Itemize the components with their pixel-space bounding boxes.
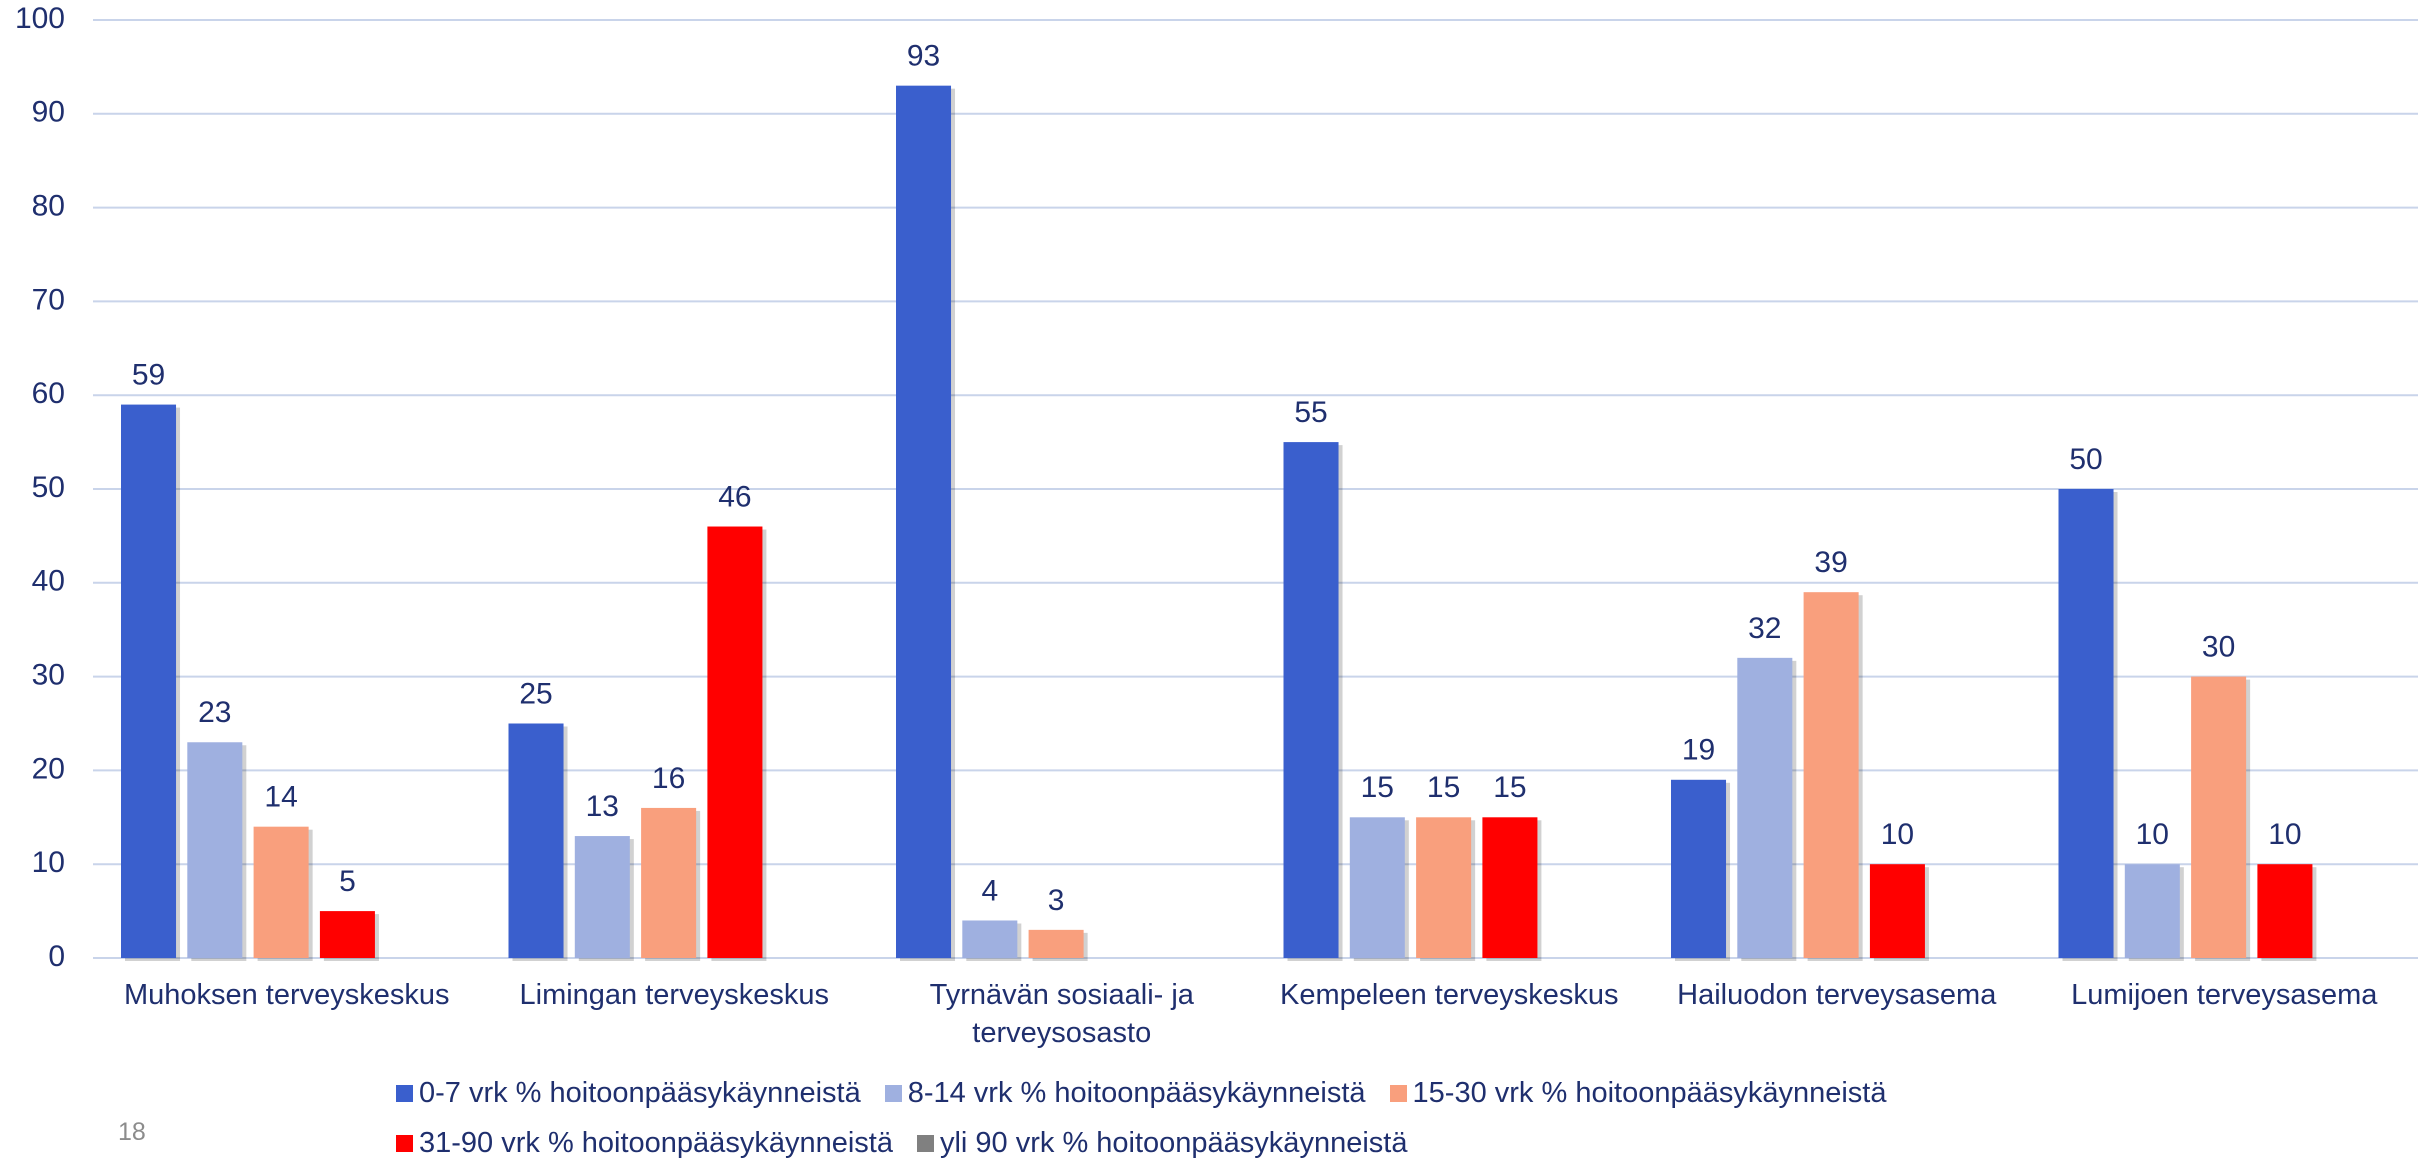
bar xyxy=(1283,442,1339,959)
bar xyxy=(1482,817,1538,958)
data-label: 59 xyxy=(132,359,165,392)
data-label: 10 xyxy=(2136,818,2169,851)
data-label: 55 xyxy=(1294,396,1327,429)
bar xyxy=(707,526,763,958)
legend-item: 31-90 vrk % hoitoonpääsykäynneistä xyxy=(396,1124,893,1162)
y-tick-label: 70 xyxy=(32,283,65,316)
bar xyxy=(121,404,177,959)
data-label: 50 xyxy=(2069,443,2102,476)
data-label: 15 xyxy=(1427,771,1460,804)
bar xyxy=(319,911,375,958)
y-tick-label: 40 xyxy=(32,565,65,598)
bar xyxy=(1803,592,1859,958)
bar xyxy=(1416,817,1472,958)
bar xyxy=(1737,657,1793,958)
x-tick-label: Muhoksen terveyskeskus xyxy=(123,979,450,1011)
legend-swatch xyxy=(916,1134,934,1152)
data-label: 30 xyxy=(2202,631,2235,664)
data-label: 46 xyxy=(718,480,751,513)
legend-swatch xyxy=(884,1084,902,1102)
y-tick-label: 100 xyxy=(15,2,65,35)
bar xyxy=(2257,864,2313,958)
data-label: 13 xyxy=(586,790,619,823)
legend-item: 8-14 vrk % hoitoonpääsykäynneistä xyxy=(884,1074,1366,1112)
bar xyxy=(962,920,1018,958)
data-label: 32 xyxy=(1748,612,1781,645)
legend-swatch xyxy=(1389,1084,1407,1102)
data-label: 5 xyxy=(339,865,356,898)
data-label: 15 xyxy=(1493,771,1526,804)
bar xyxy=(508,723,564,958)
data-label: 16 xyxy=(652,762,685,795)
data-label: 93 xyxy=(907,40,940,73)
data-label: 25 xyxy=(519,677,552,710)
legend-item: 0-7 vrk % hoitoonpääsykäynneistä xyxy=(396,1074,861,1112)
y-tick-label: 80 xyxy=(32,190,65,223)
data-label: 14 xyxy=(264,781,297,814)
data-label: 39 xyxy=(1814,546,1847,579)
y-tick-label: 90 xyxy=(32,96,65,129)
bar xyxy=(1349,817,1405,958)
data-label: 10 xyxy=(1881,818,1914,851)
legend: 0-7 vrk % hoitoonpääsykäynneistä 8-14 vrk… xyxy=(396,1074,2116,1162)
legend-label: yli 90 vrk % hoitoonpääsykäynneistä xyxy=(939,1127,1408,1159)
data-label: 15 xyxy=(1361,771,1394,804)
bar xyxy=(641,807,697,958)
page-number: 18 xyxy=(118,1118,146,1146)
legend-label: 15-30 vrk % hoitoonpääsykäynneistä xyxy=(1412,1077,1887,1109)
bar xyxy=(2124,864,2180,958)
data-label: 4 xyxy=(981,874,998,907)
x-tick-label: Limingan terveyskeskus xyxy=(519,979,829,1011)
legend-label: 0-7 vrk % hoitoonpääsykäynneistä xyxy=(419,1077,861,1109)
bar xyxy=(574,836,630,958)
y-tick-label: 20 xyxy=(32,752,65,785)
legend-label: 8-14 vrk % hoitoonpääsykäynneistä xyxy=(907,1077,1366,1109)
bar xyxy=(1869,864,1925,958)
bar xyxy=(1671,779,1727,958)
x-tick-label: Kempeleen terveyskeskus xyxy=(1280,979,1619,1011)
x-tick-label: Hailuodon terveysasema xyxy=(1677,979,1997,1011)
legend-swatch xyxy=(396,1134,413,1152)
data-label: 23 xyxy=(198,696,231,729)
y-tick-label: 0 xyxy=(48,940,65,973)
data-label: 10 xyxy=(2268,818,2301,851)
legend-item: yli 90 vrk % hoitoonpääsykäynneistä xyxy=(916,1124,1408,1162)
legend-label: 31-90 vrk % hoitoonpääsykäynneistä xyxy=(419,1127,893,1159)
bar xyxy=(253,826,309,958)
y-tick-label: 60 xyxy=(32,377,65,410)
bar xyxy=(2058,489,2114,958)
y-tick-label: 50 xyxy=(32,471,65,504)
y-tick-label: 10 xyxy=(32,846,65,879)
legend-item: 15-30 vrk % hoitoonpääsykäynneistä xyxy=(1389,1074,1887,1112)
data-label: 19 xyxy=(1682,734,1715,767)
x-tick-label: Lumijoen terveysasema xyxy=(2071,979,2378,1011)
bar xyxy=(187,742,243,958)
x-tick-label: Tyrnävän sosiaali- ja terveysosasto xyxy=(929,979,1194,1049)
y-tick-label: 30 xyxy=(32,659,65,692)
bar xyxy=(2191,676,2247,958)
bar xyxy=(1028,929,1084,958)
legend-swatch xyxy=(396,1084,413,1102)
bar xyxy=(896,85,952,958)
data-label: 3 xyxy=(1048,884,1065,917)
